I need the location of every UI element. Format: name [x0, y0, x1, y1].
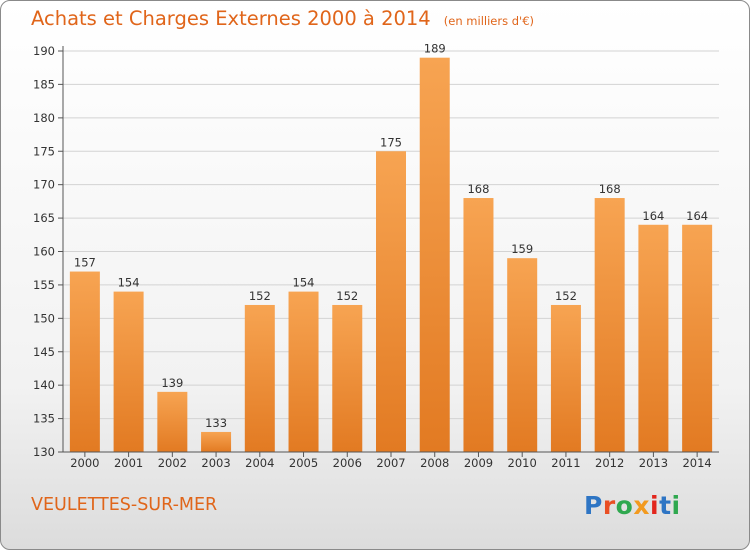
bar	[638, 224, 669, 452]
y-tick-label: 155	[33, 278, 55, 292]
chart-title: Achats et Charges Externes 2000 à 2014	[31, 7, 431, 30]
brand-letter: P	[584, 491, 603, 520]
data-label: 139	[161, 376, 183, 390]
bar	[244, 304, 275, 452]
data-label: 152	[249, 289, 271, 303]
y-tick-label: 175	[33, 144, 55, 158]
x-tick-label: 2010	[508, 456, 537, 470]
data-label: 168	[467, 182, 489, 196]
bar	[463, 198, 494, 452]
brand-letter: o	[615, 491, 634, 520]
brand-logo: Proxiti	[584, 491, 681, 520]
location-label: VEULETTES-SUR-MER	[31, 495, 218, 515]
y-tick-label: 160	[33, 245, 55, 259]
y-tick-label: 145	[33, 345, 55, 359]
x-tick-label: 2006	[333, 456, 362, 470]
x-tick-label: 2002	[158, 456, 187, 470]
y-tick-label: 165	[33, 211, 55, 225]
bar	[419, 57, 450, 452]
bar	[113, 291, 144, 452]
brand-letter: x	[633, 491, 650, 520]
title-row: Achats et Charges Externes 2000 à 2014 (…	[31, 7, 534, 30]
y-tick-label: 140	[33, 378, 55, 392]
y-tick-label: 150	[33, 311, 55, 325]
bar	[594, 198, 625, 452]
y-tick-label: 135	[33, 412, 55, 426]
x-tick-label: 2009	[464, 456, 493, 470]
x-tick-label: 2008	[420, 456, 449, 470]
y-tick-label: 190	[33, 44, 55, 58]
data-label: 164	[686, 209, 708, 223]
labels: 130 135 140 145 150 155 160 165 170 175 180 185 190 1…	[33, 42, 712, 470]
x-tick-label: 2003	[201, 456, 230, 470]
data-label: 175	[380, 135, 402, 149]
data-label: 154	[293, 276, 315, 290]
data-label: 189	[424, 42, 446, 56]
bar	[682, 224, 713, 452]
brand-letter: r	[602, 491, 616, 520]
x-tick-label: 2013	[639, 456, 668, 470]
x-tick-label: 2000	[70, 456, 99, 470]
bar	[201, 431, 232, 452]
x-tick-label: 2001	[114, 456, 143, 470]
data-label: 159	[511, 242, 533, 256]
axes	[58, 46, 719, 457]
bar	[157, 391, 188, 452]
bar	[332, 304, 363, 452]
data-label: 152	[555, 289, 577, 303]
x-tick-label: 2007	[376, 456, 405, 470]
brand-letter: i	[671, 491, 681, 520]
bar	[507, 258, 538, 452]
data-label: 133	[205, 416, 227, 430]
bar	[288, 291, 319, 452]
x-tick-label: 2004	[245, 456, 274, 470]
chart-unit: (en milliers d'€)	[443, 14, 534, 28]
bar	[550, 304, 581, 452]
x-tick-label: 2005	[289, 456, 318, 470]
bar	[69, 271, 100, 452]
y-tick-label: 185	[33, 77, 55, 91]
data-label: 164	[642, 209, 664, 223]
data-label: 154	[118, 276, 140, 290]
x-tick-label: 2011	[551, 456, 580, 470]
x-tick-label: 2014	[682, 456, 711, 470]
brand-letter: t	[659, 491, 672, 520]
data-label: 152	[336, 289, 358, 303]
data-label: 157	[74, 256, 96, 270]
bars	[69, 57, 713, 452]
y-tick-label: 170	[33, 178, 55, 192]
y-tick-label: 130	[33, 445, 55, 459]
x-tick-label: 2012	[595, 456, 624, 470]
bar	[376, 151, 406, 452]
data-label: 168	[599, 182, 621, 196]
y-tick-label: 180	[33, 111, 55, 125]
brand-letter: i	[650, 491, 660, 520]
